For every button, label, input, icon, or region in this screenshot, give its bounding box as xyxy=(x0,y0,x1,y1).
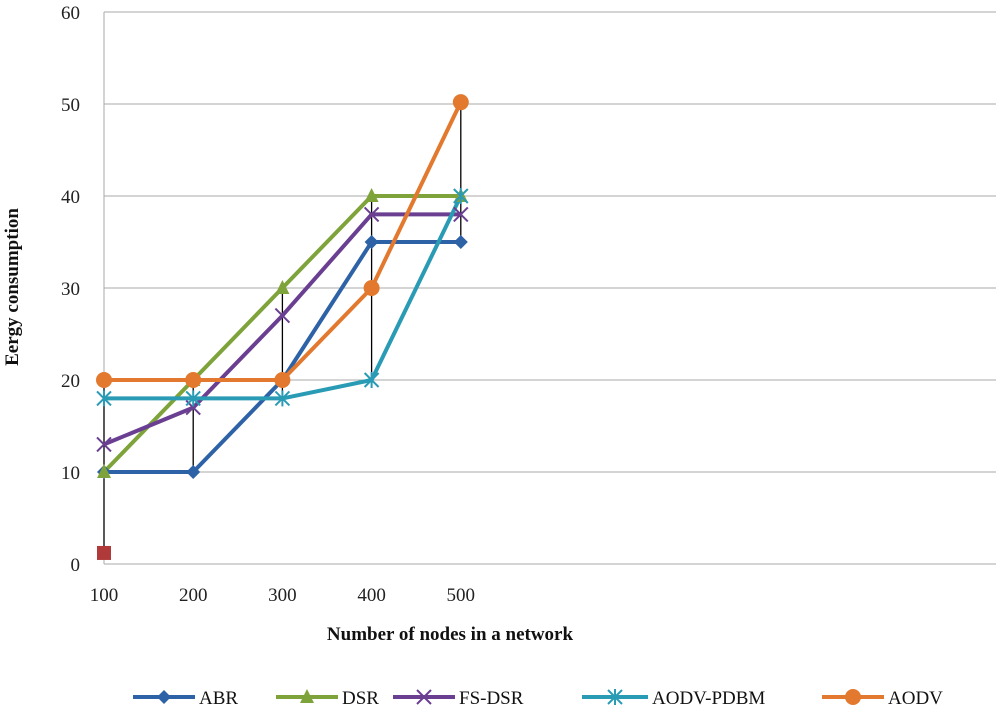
data-point-aodv xyxy=(96,372,112,388)
legend-label: AODV-PDBM xyxy=(652,688,765,709)
data-point-dsr xyxy=(97,464,111,478)
legend-label: DSR xyxy=(342,688,379,709)
y-tick-label: 20 xyxy=(61,371,80,392)
data-point-abr xyxy=(364,235,379,249)
legend-marker xyxy=(845,689,861,705)
data-point-aodv-pdbm xyxy=(96,390,112,407)
legend-label: AODV xyxy=(888,688,943,709)
legend-item-aodv-pdbm: AODV-PDBM xyxy=(582,688,765,709)
legend-label: ABR xyxy=(199,688,238,709)
legend-item-abr: ABR xyxy=(133,688,238,709)
data-point-fs-dsr xyxy=(96,436,112,453)
legend-label: FS-DSR xyxy=(459,688,524,709)
drop-lines xyxy=(103,102,462,553)
legend-marker xyxy=(416,689,432,705)
x-tick-label: 100 xyxy=(90,585,119,606)
data-point-aodv-pdbm xyxy=(274,390,291,407)
y-tick-label: 30 xyxy=(61,279,80,300)
x-tick-label: 300 xyxy=(268,585,297,606)
data-point-fs-dsr xyxy=(274,307,291,324)
y-tick-labels: 0 10 20 30 40 50 60 xyxy=(61,3,80,576)
data-point-dsr xyxy=(275,280,290,294)
legend-marker xyxy=(300,689,314,703)
data-point-abr xyxy=(453,235,468,249)
y-axis-label: Eergy consumption xyxy=(2,208,23,366)
legend-marker xyxy=(607,689,623,705)
data-point-aodv xyxy=(274,372,291,388)
data-point-fs-dsr xyxy=(363,206,380,223)
data-point-aodv xyxy=(363,280,380,296)
y-tick-label: 50 xyxy=(61,95,80,116)
legend-marker xyxy=(157,690,171,704)
data-point-aodv xyxy=(452,94,469,111)
series-markers xyxy=(96,94,469,560)
y-tick-label: 10 xyxy=(61,463,80,484)
data-point-abr xyxy=(186,465,201,479)
x-tick-labels: 100 200 300 400 500 xyxy=(90,585,475,606)
legend: ABR DSR FS-DSR AODV-PDBM AODV xyxy=(133,688,943,709)
data-point-aodv xyxy=(185,372,202,388)
legend-item-dsr: DSR xyxy=(276,688,379,709)
legend-item-fs-dsr: FS-DSR xyxy=(393,688,524,709)
data-point-aodv-pdbm xyxy=(453,188,469,204)
data-point-dsr xyxy=(364,188,379,202)
data-point-aodv-pdbm xyxy=(363,372,380,388)
y-tick-label: 0 xyxy=(71,555,81,576)
legend-item-aodv: AODV xyxy=(822,688,943,709)
gridlines xyxy=(103,11,996,565)
x-axis-label: Number of nodes in a network xyxy=(327,624,574,645)
x-tick-label: 500 xyxy=(447,585,476,606)
x-tick-label: 400 xyxy=(357,585,386,606)
y-tick-label: 40 xyxy=(61,187,80,208)
data-point-aodv-pdbm xyxy=(185,390,201,407)
data-point-fs-dsr xyxy=(453,206,469,223)
y-tick-label: 60 xyxy=(61,3,80,24)
x-tick-label: 200 xyxy=(179,585,208,606)
extra-data-point xyxy=(97,545,111,560)
